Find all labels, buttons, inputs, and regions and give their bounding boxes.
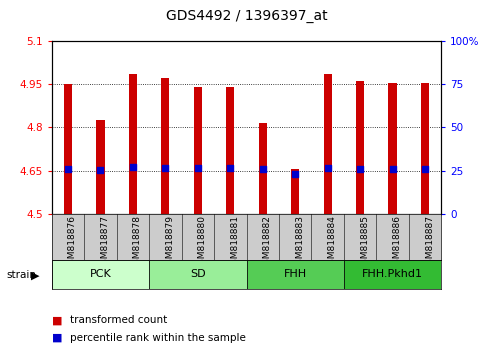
Point [356, 166, 364, 172]
Point [64, 166, 72, 172]
Bar [97, 120, 105, 214]
Text: transformed count: transformed count [70, 315, 168, 325]
Text: FHH.Pkhd1: FHH.Pkhd1 [362, 269, 423, 279]
Point [324, 165, 332, 171]
Point [129, 165, 137, 170]
Text: SD: SD [190, 269, 206, 279]
Text: GSM818882: GSM818882 [263, 215, 272, 270]
Point [259, 166, 267, 172]
Bar [323, 74, 332, 214]
Text: GSM818886: GSM818886 [392, 215, 402, 270]
Point [421, 166, 429, 172]
Text: GSM818876: GSM818876 [68, 215, 77, 270]
Bar [421, 84, 429, 214]
Text: percentile rank within the sample: percentile rank within the sample [70, 333, 246, 343]
Bar [129, 74, 137, 214]
Point [388, 166, 396, 172]
Text: ■: ■ [52, 333, 62, 343]
Text: GSM818884: GSM818884 [328, 215, 337, 270]
Text: FHH: FHH [283, 269, 307, 279]
Text: GSM818881: GSM818881 [230, 215, 239, 270]
Point [161, 165, 169, 171]
Bar [388, 84, 396, 214]
Text: GSM818887: GSM818887 [425, 215, 434, 270]
Bar [356, 81, 364, 214]
Text: PCK: PCK [90, 269, 111, 279]
Text: GSM818878: GSM818878 [133, 215, 142, 270]
Text: GSM818885: GSM818885 [360, 215, 369, 270]
Bar [344, 260, 441, 289]
Bar [226, 87, 234, 214]
Point [226, 166, 234, 171]
Text: ■: ■ [52, 315, 62, 325]
Bar [64, 84, 72, 214]
Point [97, 167, 105, 173]
Bar [161, 78, 170, 214]
Bar [246, 260, 344, 289]
Bar [291, 169, 299, 214]
Bar [52, 260, 149, 289]
Bar [259, 123, 267, 214]
Text: ▶: ▶ [31, 270, 40, 280]
Bar [194, 87, 202, 214]
Text: GSM818880: GSM818880 [198, 215, 207, 270]
Point [194, 166, 202, 171]
Text: strain: strain [6, 270, 36, 280]
Text: GSM818883: GSM818883 [295, 215, 304, 270]
Text: GDS4492 / 1396397_at: GDS4492 / 1396397_at [166, 9, 327, 23]
Point [291, 171, 299, 177]
Text: GSM818879: GSM818879 [165, 215, 175, 270]
Bar [149, 260, 246, 289]
Text: GSM818877: GSM818877 [101, 215, 109, 270]
